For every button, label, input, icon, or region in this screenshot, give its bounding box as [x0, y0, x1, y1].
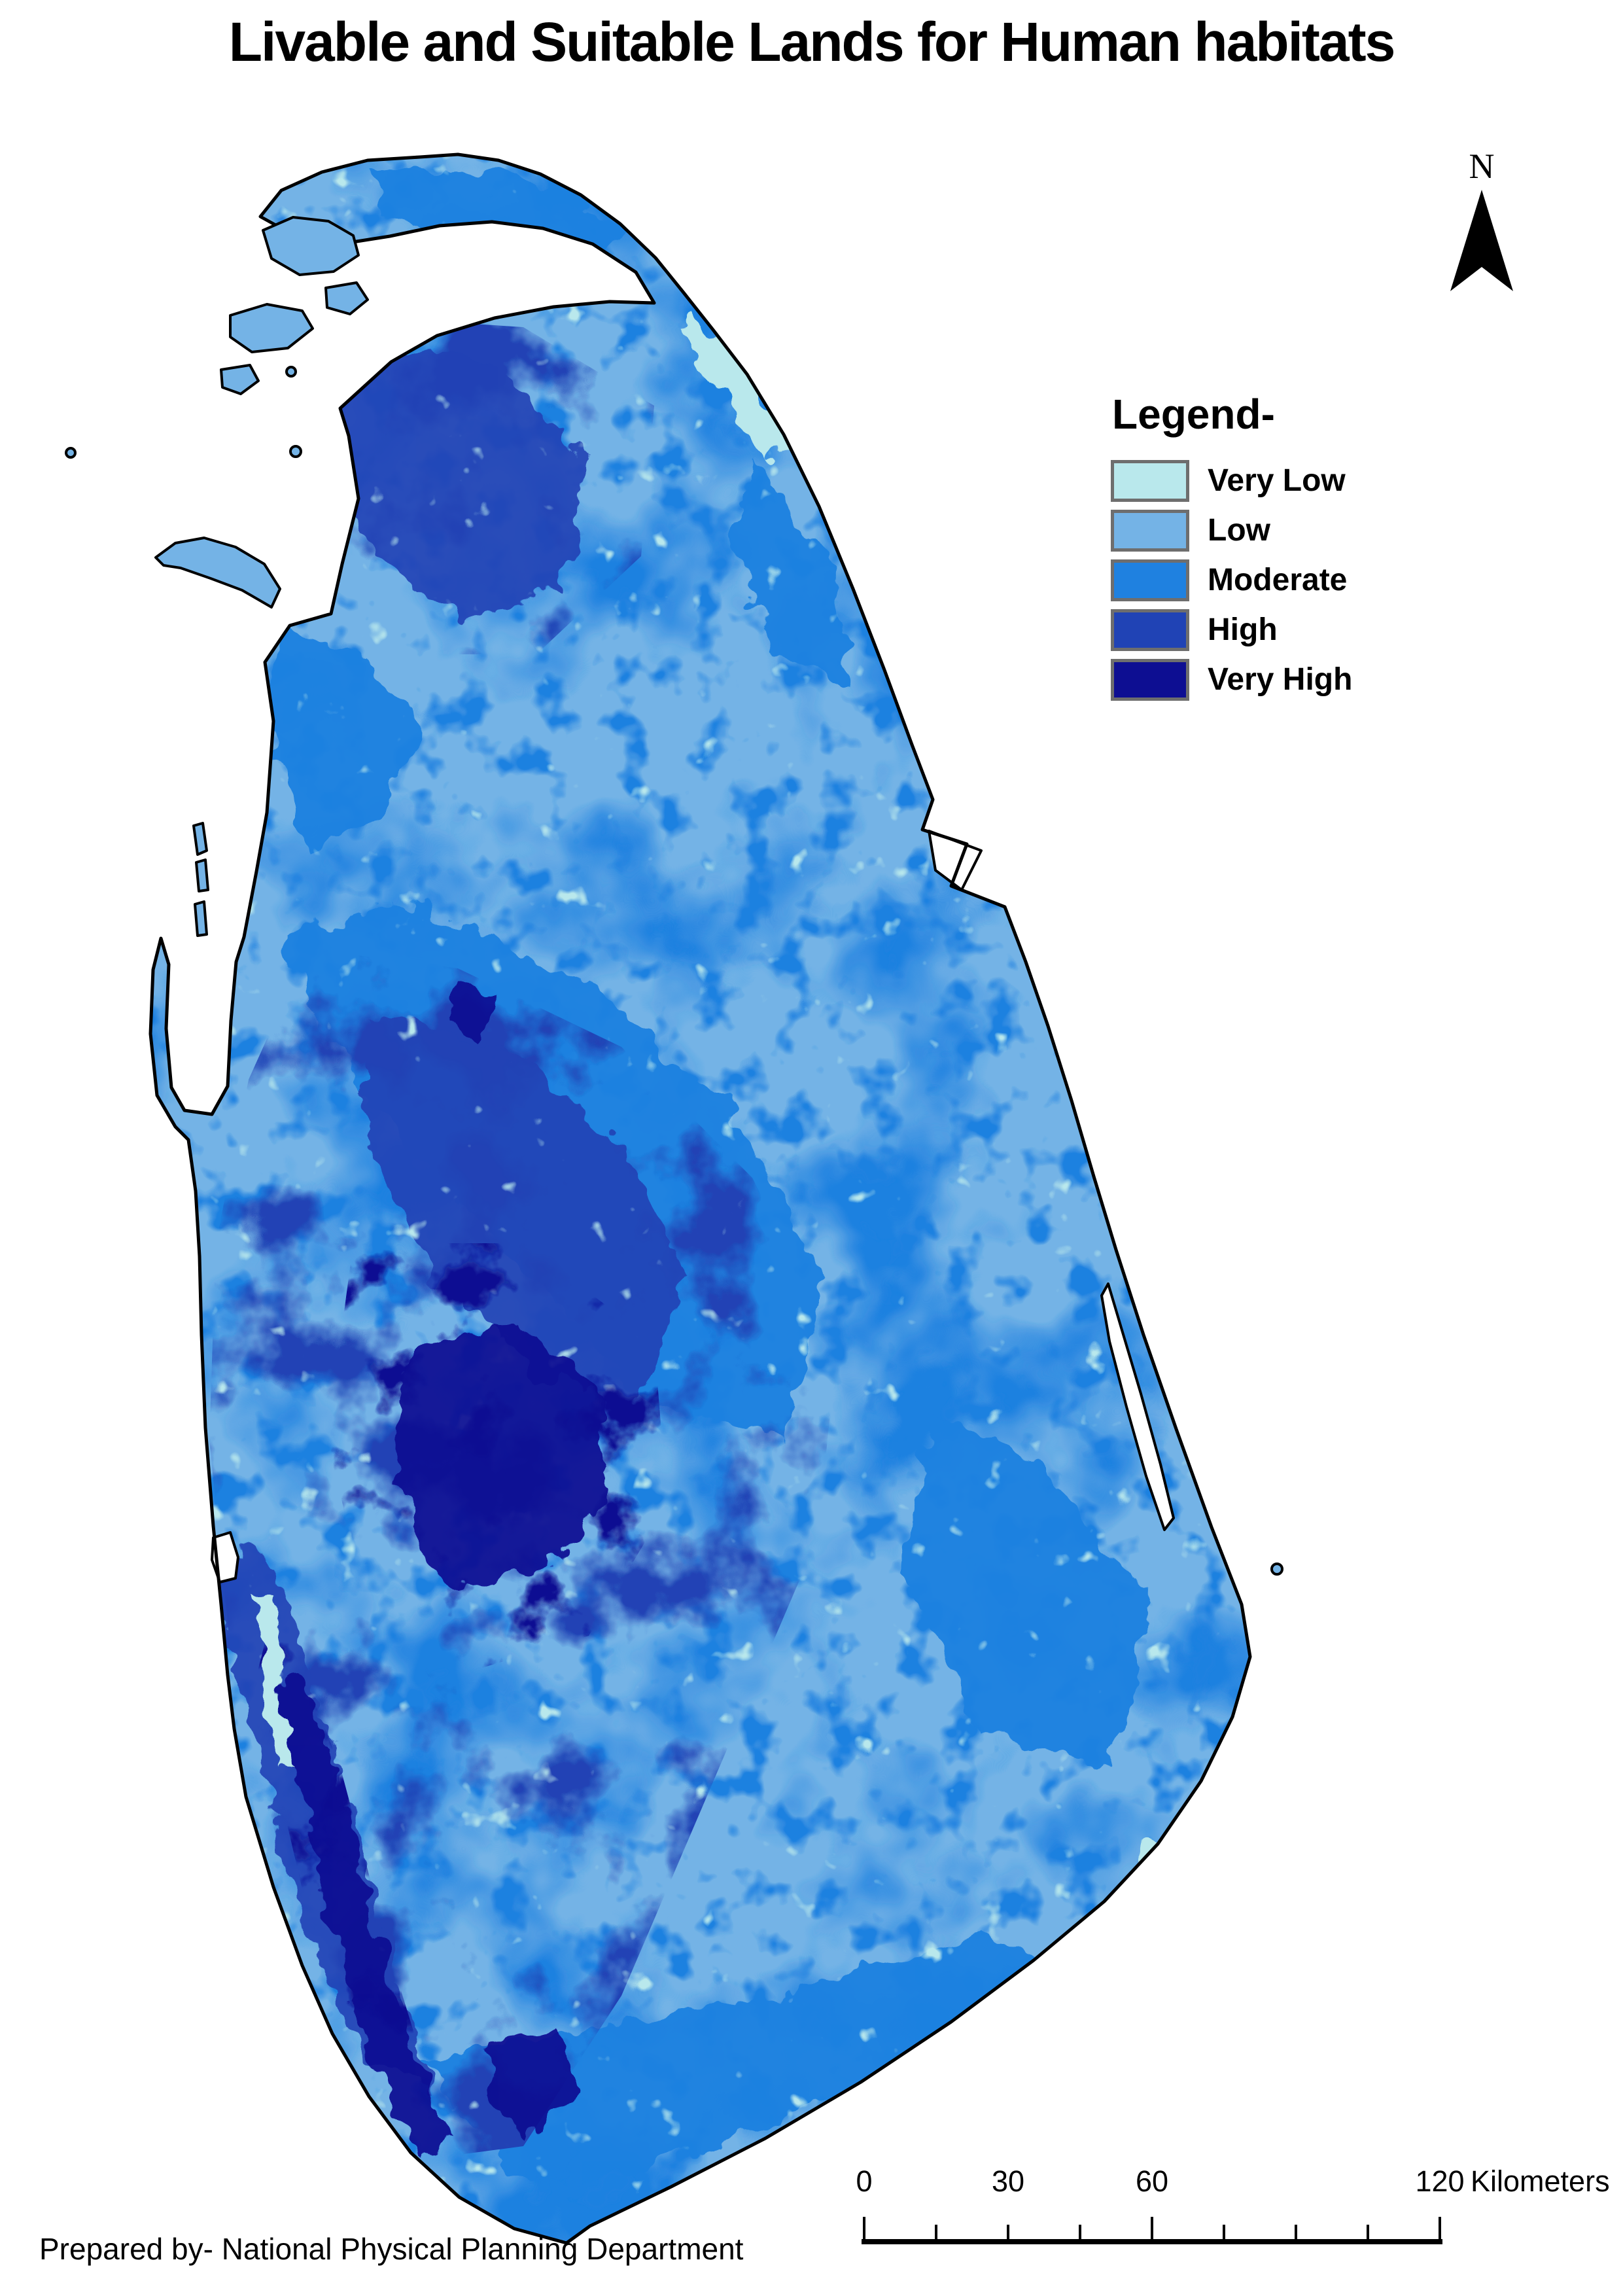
legend: Legend- Very Low Low Moderate High Very … — [1111, 390, 1608, 709]
north-arrow: N — [1436, 147, 1527, 293]
legend-label-low: Low — [1208, 513, 1270, 548]
scale-label-30: 30 — [991, 2164, 1025, 2198]
island-kayts — [262, 216, 360, 276]
north-arrow-icon — [1450, 190, 1513, 291]
legend-label-high: High — [1208, 612, 1278, 647]
legend-swatch-high — [1111, 609, 1189, 651]
raster-veryhigh-patches — [280, 981, 612, 2159]
island-delft — [220, 364, 260, 395]
islet-dot-mannar — [289, 445, 302, 458]
islet-dot-west — [65, 447, 77, 459]
north-arrow-label: N — [1469, 147, 1495, 186]
islet-dot-east — [1270, 1563, 1283, 1576]
offshore-islands — [65, 216, 1283, 1576]
legend-swatch-low — [1111, 510, 1189, 552]
islet-kalpitiya-2 — [195, 858, 209, 892]
legend-item-low: Low — [1111, 510, 1608, 552]
islet-kalpitiya-3 — [194, 900, 208, 937]
page-title: Livable and Suitable Lands for Human hab… — [228, 11, 1396, 73]
legend-label-very-high: Very High — [1208, 662, 1353, 697]
legend-title: Legend- — [1112, 391, 1275, 438]
legend-label-moderate: Moderate — [1208, 563, 1348, 597]
scale-bar: 0 30 60 120 Kilometers — [848, 2164, 1616, 2256]
islet-kalpitiya-1 — [192, 822, 208, 856]
scale-unit-label: Kilometers — [1471, 2164, 1610, 2198]
lagoon-batticaloa — [1100, 1282, 1175, 1531]
legend-swatch-very-high — [1111, 659, 1189, 701]
scale-label-0: 0 — [856, 2164, 873, 2198]
scale-label-120: 120 — [1415, 2164, 1465, 2198]
legend-swatch-very-low — [1111, 460, 1189, 502]
credit-text: Prepared by- National Physical Planning … — [39, 2232, 744, 2266]
legend-item-very-low: Very Low — [1111, 460, 1608, 502]
island-punkudutivu — [229, 303, 314, 353]
suitability-raster — [150, 154, 1250, 2243]
legend-item-moderate: Moderate — [1111, 559, 1608, 601]
legend-swatch-moderate — [1111, 559, 1189, 601]
scale-label-60: 60 — [1135, 2164, 1169, 2198]
islet-dot-north — [285, 366, 297, 378]
island-small-1 — [324, 281, 369, 315]
lagoons — [211, 830, 1175, 1583]
scale-bar-graphic — [862, 2217, 1442, 2244]
legend-item-very-high: Very High — [1111, 659, 1608, 701]
legend-item-high: High — [1111, 609, 1608, 651]
island-mannar — [154, 537, 281, 609]
legend-label-very-low: Very Low — [1208, 463, 1346, 498]
